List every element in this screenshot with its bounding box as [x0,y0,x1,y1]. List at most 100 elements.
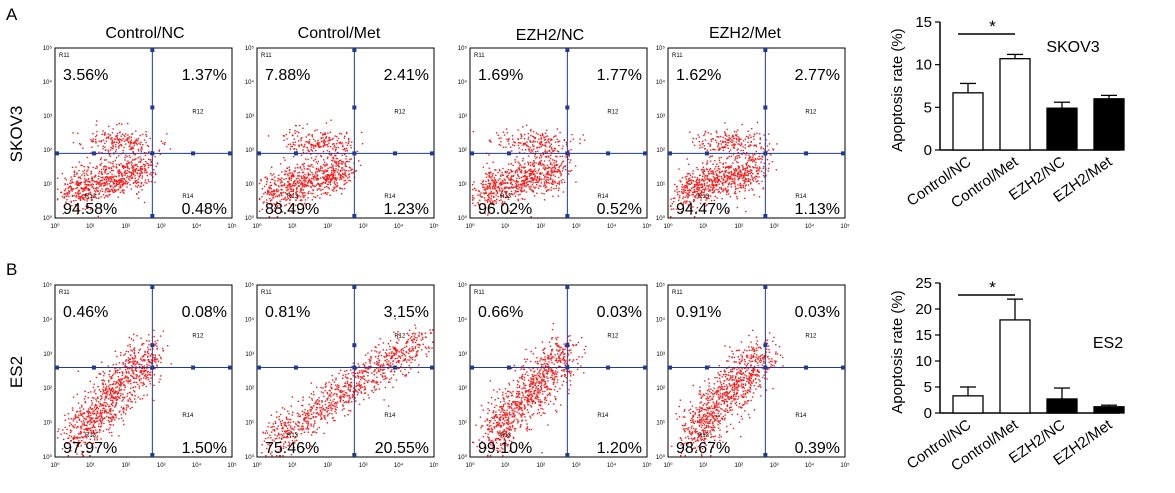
cell-dot [100,413,101,414]
cell-dot [112,145,113,146]
cell-dot [562,148,563,149]
cell-dot [70,432,71,433]
cell-dot [90,139,91,140]
cell-dot [156,345,157,346]
cell-dot [342,155,343,156]
cell-dot [87,184,88,185]
cell-dot [324,134,325,135]
cell-dot [128,138,129,139]
cell-dot [739,139,740,140]
cell-dot [568,171,569,172]
cell-dot [96,377,97,378]
cell-dot [91,140,92,141]
cell-dot [562,146,563,147]
cell-dot [289,187,290,188]
cell-dot [534,177,535,178]
cell-dot [327,150,328,151]
cell-dot [276,411,277,412]
cell-dot [702,185,703,186]
cell-dot [267,191,268,192]
cell-dot [85,401,86,402]
cell-dot [548,167,549,168]
cell-dot [124,175,125,176]
cell-dot [331,160,332,161]
cell-dot [137,140,138,141]
cell-dot [114,392,115,393]
cell-dot [333,170,334,171]
cell-dot [709,146,710,147]
cell-dot [322,405,323,406]
cell-dot [337,140,338,141]
cell-dot [753,167,754,168]
region-label-r12: R12 [805,109,817,115]
cell-dot [297,178,298,179]
cell-dot [739,191,740,192]
cell-dot [726,129,727,130]
cell-dot [499,138,500,139]
cell-dot [104,132,105,133]
cell-dot [111,389,112,390]
cell-dot [127,175,128,176]
cell-dot [104,179,105,180]
cell-dot [108,374,109,375]
cell-dot [710,190,711,191]
cell-dot [99,389,100,390]
cell-dot [365,392,366,393]
cell-dot [702,141,703,142]
cell-dot [96,190,97,191]
cell-dot [153,400,154,401]
cell-dot [99,431,100,432]
cell-dot [343,400,344,401]
cell-dot [344,184,345,185]
cell-dot [112,405,113,406]
cell-dot [73,420,74,421]
cell-dot [140,348,141,349]
cell-dot [510,147,511,148]
cell-dot [529,174,530,175]
cell-dot [92,179,93,180]
cell-dot [100,412,101,413]
cell-dot [78,196,79,197]
gate-marker [352,48,356,52]
cell-dot [94,406,95,407]
cell-dot [311,187,312,188]
cell-dot [547,135,548,136]
cell-dot [553,174,554,175]
cell-dot [519,187,520,188]
cell-dot [111,403,112,404]
cell-dot [104,410,105,411]
cell-dot [123,420,124,421]
cell-dot [731,165,732,166]
cell-dot [500,176,501,177]
cell-dot [706,182,707,183]
cell-dot [734,159,735,160]
cell-dot [75,193,76,194]
cell-dot [108,133,109,134]
cell-dot [335,186,336,187]
cell-dot [154,156,155,157]
cell-dot [334,174,335,175]
cell-dot [88,397,89,398]
cell-dot [756,167,757,168]
cell-dot [284,183,285,184]
cell-dot [400,370,401,371]
cell-dot [752,178,753,179]
cell-dot [305,184,306,185]
cell-dot [358,366,359,367]
cell-dot [307,197,308,198]
cell-dot [325,169,326,170]
cell-dot [752,161,753,162]
cell-dot [327,158,328,159]
cell-dot [537,181,538,182]
cell-dot [327,192,328,193]
cell-dot [158,381,159,382]
cell-dot [114,183,115,184]
cell-dot [539,157,540,158]
cell-dot [267,190,268,191]
cell-dot [708,132,709,133]
cell-dot [281,185,282,186]
cell-dot [693,180,694,181]
cell-dot [575,181,576,182]
cell-dot [97,435,98,436]
